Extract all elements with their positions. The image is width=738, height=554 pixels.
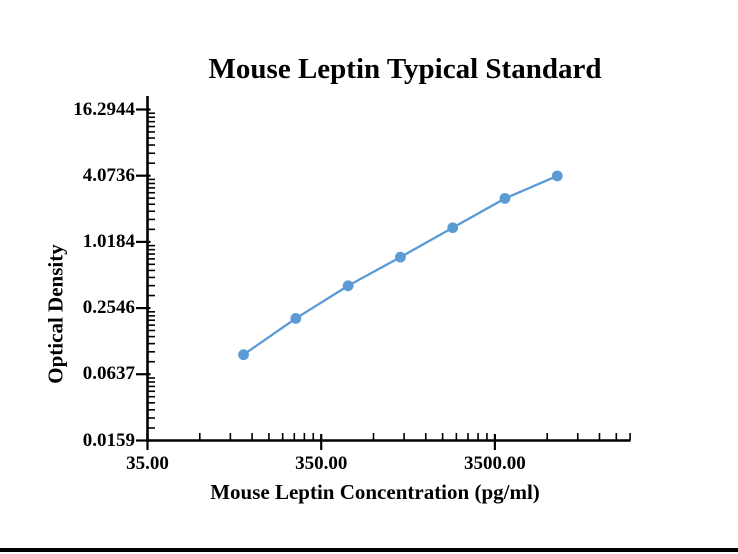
data-point-marker	[290, 313, 302, 324]
y-tick-label: 0.0159	[82, 429, 135, 451]
y-tick-label: 4.0736	[82, 164, 135, 186]
data-point-marker	[238, 349, 249, 361]
data-point-marker	[342, 280, 354, 292]
y-tick-label: 16.2944	[73, 98, 135, 120]
data-point-marker	[394, 251, 406, 263]
data-point-marker	[499, 193, 511, 204]
bottom-rule	[0, 548, 738, 552]
data-point-marker	[447, 222, 459, 234]
x-tick-label: 3500.00	[464, 452, 526, 474]
y-tick-label: 0.2546	[82, 297, 135, 319]
x-tick-label: 35.00	[126, 452, 169, 474]
chart-title: Mouse Leptin Typical Standard	[208, 53, 602, 85]
y-tick-label: 0.0637	[82, 363, 135, 385]
x-tick-label: 350.00	[295, 452, 348, 474]
y-tick-label: 1.0184	[82, 230, 135, 252]
standard-curve-line	[242, 174, 559, 356]
data-point-marker	[551, 170, 563, 182]
x-axis-title: Mouse Leptin Concentration (pg/ml)	[210, 480, 540, 504]
